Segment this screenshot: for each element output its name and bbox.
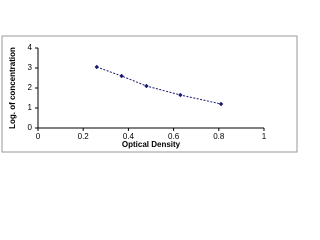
y-tick-label: 1 [28, 103, 33, 112]
x-tick-label: 0.4 [123, 132, 135, 141]
data-point [178, 92, 183, 98]
x-tick-label: 0.8 [213, 132, 225, 141]
y-tick-label: 2 [28, 83, 33, 92]
page: Optical Density Log. of concentration 0 1… [1, 35, 298, 153]
y-tick-label: 3 [28, 63, 33, 72]
y-tick-label: 4 [28, 43, 33, 52]
data-point [218, 101, 224, 107]
chart: Optical Density Log. of concentration 0 1… [1, 35, 298, 153]
data-point [144, 83, 149, 89]
data-point [119, 73, 124, 79]
y-axis-label: Log. of concentration [8, 47, 17, 129]
data-point [94, 64, 99, 70]
data-line [96, 66, 222, 105]
x-tick-label: 0.2 [78, 132, 90, 141]
x-axis-label: Optical Density [122, 140, 181, 149]
x-tick-label: 0 [36, 132, 41, 141]
y-tick-label: 0 [28, 123, 33, 132]
chart-frame [1, 35, 298, 153]
x-tick-label: 1 [262, 132, 267, 141]
x-tick-label: 0.6 [168, 132, 180, 141]
